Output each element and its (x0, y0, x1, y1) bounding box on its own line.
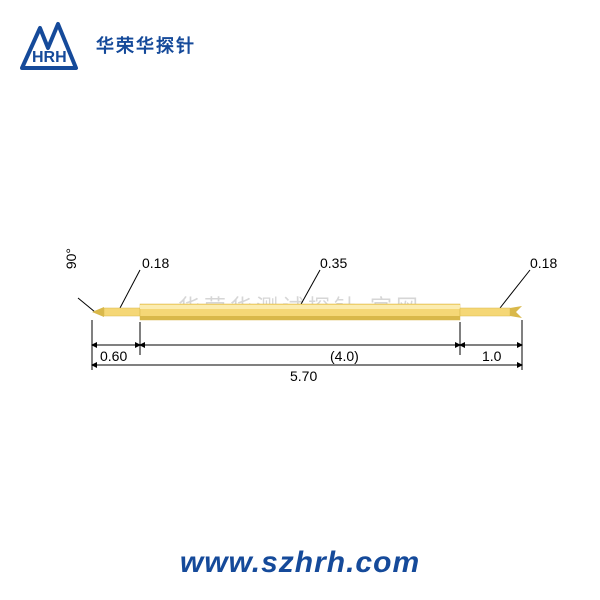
probe-shape (92, 304, 522, 320)
dim-len-right: 1.0 (482, 348, 501, 364)
dim-diam-left: 0.18 (142, 255, 169, 271)
dim-len-body: (4.0) (330, 348, 359, 364)
dim-len-total: 5.70 (290, 368, 317, 384)
logo-mark-icon: HRH (20, 20, 90, 70)
dim-diam-body: 0.35 (320, 255, 347, 271)
company-logo: HRH 华荣华探针 (20, 20, 196, 70)
company-url: www.szhrh.com (0, 546, 600, 580)
dim-len-left: 0.60 (100, 348, 127, 364)
dim-tip-angle: 90° (63, 248, 79, 269)
dim-diam-right: 0.18 (530, 255, 557, 271)
logo-company-name: 华荣华探针 (96, 32, 196, 58)
logo-abbr: HRH (32, 49, 67, 66)
